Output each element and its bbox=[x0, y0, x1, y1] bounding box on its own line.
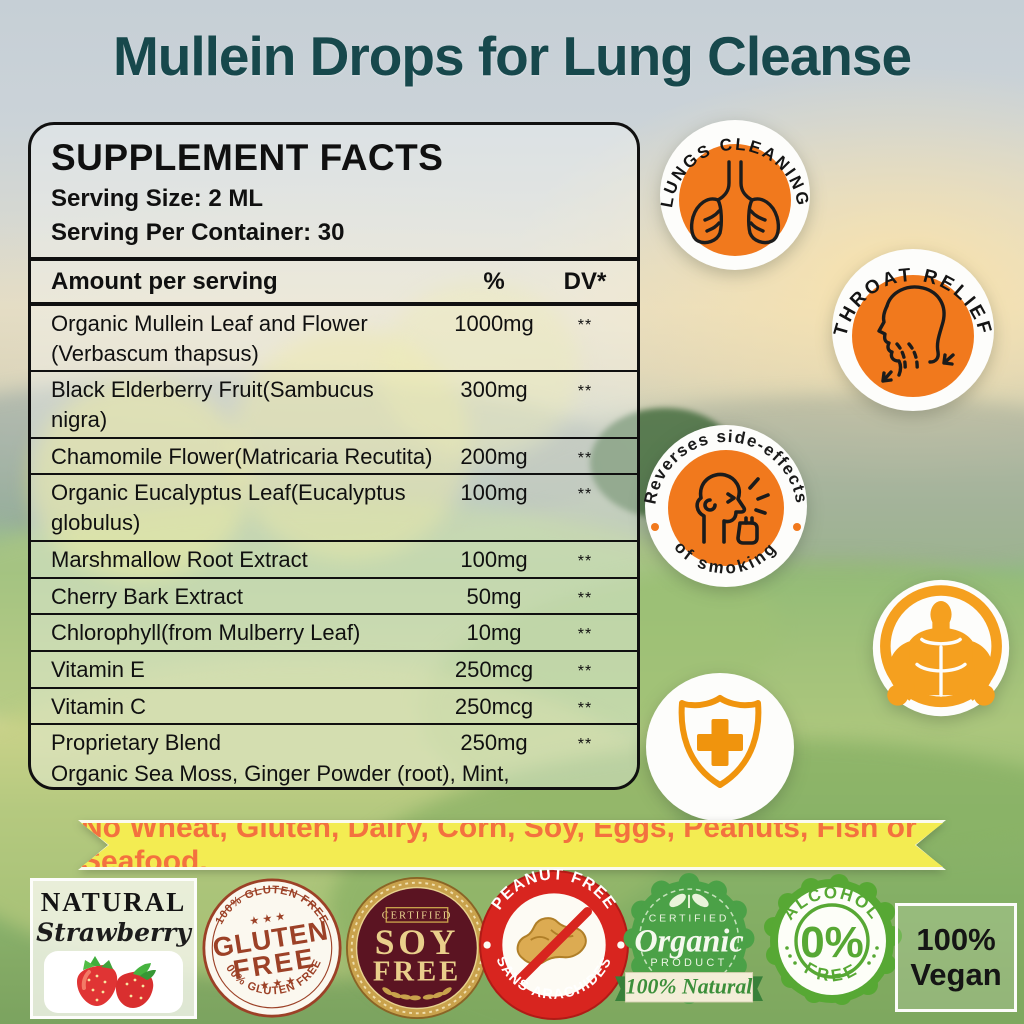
ingredient-name: Chamomile Flower(Matricaria Recutita) bbox=[51, 443, 433, 469]
table-row: Vitamin C 250mcg ** bbox=[31, 689, 637, 726]
certified-organic-badge: CERTIFIED Organic PRODUCT 100% Natural bbox=[613, 872, 765, 1024]
ingredient-name: Chlorophyll(from Mulberry Leaf) bbox=[51, 620, 361, 646]
ingredient-name: Proprietary Blend bbox=[51, 730, 221, 756]
ingredient-amount: 200mg bbox=[460, 443, 528, 469]
allergen-free-ribbon: No Wheat, Gluten, Dairy, Corn, Soy, Eggs… bbox=[78, 820, 946, 870]
blend-ingredients: Organic Sea Moss, Ginger Powder (root), … bbox=[51, 758, 617, 787]
ingredient-amount: 250mcg bbox=[454, 693, 534, 719]
ingredient-dv: ** bbox=[577, 449, 593, 467]
supplement-facts-panel: SUPPLEMENT FACTS Serving Size: 2 ML Serv… bbox=[28, 122, 640, 790]
laurel-icon bbox=[382, 987, 452, 1001]
table-row-proprietary-blend: Proprietary Blend 250mg ** Organic Sea M… bbox=[31, 725, 637, 787]
shield-cross-icon bbox=[678, 695, 762, 788]
ingredient-name: Black Elderberry Fruit(Sambucus nigra) bbox=[51, 377, 374, 433]
table-row: Chlorophyll(from Mulberry Leaf) 10mg ** bbox=[31, 615, 637, 652]
ingredient-name: Organic Mullein Leaf and Flower (Verbasc… bbox=[51, 309, 435, 368]
ingredient-name: Vitamin C bbox=[51, 693, 146, 719]
organic-word: Organic bbox=[634, 923, 743, 959]
servings-per-container: Serving Per Container: 30 bbox=[51, 219, 345, 246]
ribbon-face: No Wheat, Gluten, Dairy, Corn, Soy, Eggs… bbox=[81, 823, 943, 867]
ingredient-amount: 100mg bbox=[460, 480, 528, 506]
organic-product-label: PRODUCT bbox=[650, 957, 727, 969]
lungs-icon bbox=[689, 160, 781, 245]
alcohol-free-stamp: 0% ALCOHOL FREE bbox=[757, 871, 907, 1024]
soy-word: SOY bbox=[375, 922, 460, 962]
vegan-percent: 100% bbox=[916, 921, 996, 957]
leaf-icon bbox=[669, 893, 709, 909]
table-row: Black Elderberry Fruit(Sambucus nigra) 3… bbox=[31, 372, 637, 439]
gluten-stars-bottom: ★ ★ ★ bbox=[259, 975, 297, 993]
organic-banner: 100% Natural bbox=[615, 972, 763, 1003]
column-amount-per-serving: Amount per serving bbox=[51, 268, 278, 295]
background-flowers bbox=[30, 380, 250, 580]
natural-label: NATURAL bbox=[40, 887, 187, 917]
vegan-badge: 100% Vegan bbox=[895, 903, 1017, 1012]
blend-ingredients-line: Organic Sea Moss, Ginger Powder (root), … bbox=[51, 760, 510, 786]
ingredient-latin-name: (Verbascum thapsus) bbox=[51, 340, 259, 366]
ingredient-dv: ** bbox=[577, 317, 593, 334]
lungs-cleaning-badge: LUNGS CLEANING bbox=[657, 119, 811, 271]
ingredient-dv: ** bbox=[577, 486, 593, 504]
serving-size: Serving Size: 2 ML bbox=[51, 185, 264, 212]
ingredient-name: Vitamin E bbox=[51, 656, 145, 682]
peanut-free-badge: PEANUT FREE SANS ARACHIDES bbox=[478, 865, 630, 1024]
alcohol-percent: 0% bbox=[800, 918, 864, 967]
background-flowers bbox=[230, 330, 470, 560]
ingredient-name-line: Organic Mullein Leaf and Flower bbox=[51, 311, 368, 336]
ingredient-amount: 50mg bbox=[466, 583, 522, 609]
ingredient-dv: ** bbox=[577, 552, 593, 570]
table-row: Cherry Bark Extract 50mg ** bbox=[31, 579, 637, 616]
supplement-facts-header: SUPPLEMENT FACTS Serving Size: 2 ML Serv… bbox=[31, 125, 637, 261]
table-column-header: Amount per serving % DV* bbox=[31, 261, 637, 306]
cough-icon bbox=[695, 472, 770, 545]
smoking-side-effects-badge: Reverses side-effects of smoking bbox=[640, 424, 810, 588]
throat-icon bbox=[877, 285, 955, 383]
peanut-icon bbox=[516, 907, 592, 983]
column-percent: % bbox=[483, 268, 505, 295]
ingredient-dv: ** bbox=[577, 383, 593, 401]
flavor-label: Strawberry bbox=[36, 918, 191, 947]
strawberry-image-box bbox=[44, 951, 183, 1013]
protection-shield-badge bbox=[645, 672, 795, 822]
organic-certified-label: CERTIFIED bbox=[649, 913, 729, 924]
natural-strawberry-flavor-badge: NATURAL Strawberry bbox=[30, 878, 197, 1019]
page-title: Mullein Drops for Lung Cleanse bbox=[112, 25, 912, 87]
column-dv: DV* bbox=[563, 268, 607, 295]
supplement-facts-title: SUPPLEMENT FACTS bbox=[51, 137, 444, 178]
ingredient-name: Cherry Bark Extract bbox=[51, 583, 243, 609]
soy-certified-label: CERTIFIED bbox=[382, 911, 453, 922]
organic-banner-label: 100% Natural bbox=[626, 974, 754, 998]
ingredient-dv: ** bbox=[577, 699, 593, 717]
throat-relief-badge: THROAT RELIEF bbox=[830, 248, 995, 412]
ingredient-dv: ** bbox=[577, 589, 593, 607]
table-row: Vitamin E 250mcg ** bbox=[31, 652, 637, 689]
background-flowers bbox=[380, 280, 580, 460]
table-row: Organic Eucalyptus Leaf(Eucalyptus globu… bbox=[31, 475, 637, 542]
muscle-strength-badge bbox=[869, 578, 1013, 722]
vegan-word: Vegan bbox=[910, 956, 1002, 992]
table-row: Organic Mullein Leaf and Flower (Verbasc… bbox=[31, 306, 637, 373]
ingredient-dv: ** bbox=[577, 626, 593, 644]
ingredient-dv: ** bbox=[577, 662, 593, 680]
gluten-free-stamp: 100% GLUTEN FREE 100% GLUTEN FREE ★ ★ ★ … bbox=[198, 869, 342, 1024]
ingredient-amount: 300mg bbox=[460, 377, 528, 403]
ingredient-amount: 1000mg bbox=[454, 311, 534, 336]
ingredient-dv: ** bbox=[577, 736, 593, 754]
soy-free-badge: CERTIFIED SOY FREE bbox=[345, 876, 489, 1024]
ingredient-amount: 100mg bbox=[460, 546, 528, 572]
strawberry-icon bbox=[76, 956, 156, 1008]
ingredient-amount: 250mg bbox=[460, 730, 528, 756]
gluten-stars-top: ★ ★ ★ bbox=[249, 910, 287, 928]
ingredient-name: Organic Eucalyptus Leaf(Eucalyptus globu… bbox=[51, 480, 406, 536]
table-row: Chamomile Flower(Matricaria Recutita) 20… bbox=[31, 439, 637, 476]
ingredient-amount: 10mg bbox=[466, 620, 522, 646]
table-row: Marshmallow Root Extract 100mg ** bbox=[31, 542, 637, 579]
soy-free-word: FREE bbox=[373, 956, 461, 988]
ingredient-name: Marshmallow Root Extract bbox=[51, 546, 308, 572]
ingredient-amount: 250mcg bbox=[454, 656, 534, 682]
